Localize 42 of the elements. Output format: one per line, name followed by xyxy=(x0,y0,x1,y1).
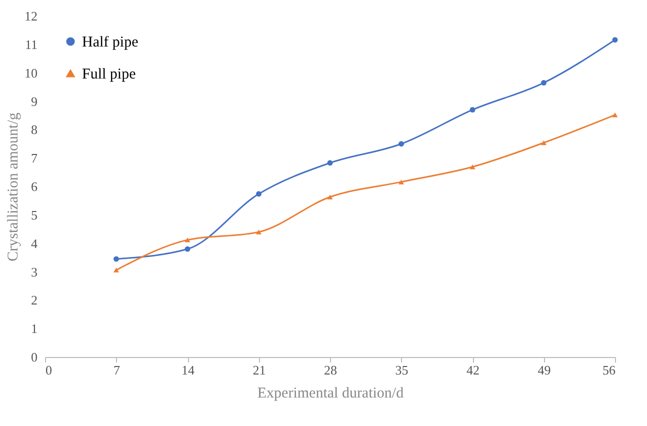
y-tick-label: 3 xyxy=(31,264,38,280)
x-tick-label: 21 xyxy=(252,362,266,378)
y-tick-label: 9 xyxy=(31,94,38,109)
point xyxy=(612,37,618,43)
legend-label: Half pipe xyxy=(82,34,139,50)
point xyxy=(398,141,404,147)
y-tick-label: 4 xyxy=(31,236,38,251)
y-tick-label: 5 xyxy=(31,207,38,222)
point xyxy=(541,80,546,86)
x-axis-title: Experimental duration/d xyxy=(257,386,404,402)
x-tick-label: 35 xyxy=(395,362,408,378)
x-tick-label: 0 xyxy=(46,362,52,378)
y-tick-label: 12 xyxy=(24,8,38,24)
point xyxy=(541,140,546,146)
y-tick-label: 1 xyxy=(31,321,38,336)
point xyxy=(184,246,190,252)
point xyxy=(612,112,618,118)
point xyxy=(256,230,262,234)
point xyxy=(470,164,476,170)
x-tick-label: 49 xyxy=(538,362,551,378)
y-tick-label: 10 xyxy=(24,65,38,80)
point xyxy=(327,160,333,166)
y-axis-title: Crystallization amount/g xyxy=(6,112,22,262)
y-tick-label: 7 xyxy=(31,150,38,166)
legend-label: Full pipe xyxy=(82,66,136,82)
x-tick-label: 28 xyxy=(324,362,337,378)
y-tick-label: 8 xyxy=(31,122,38,138)
point xyxy=(398,180,404,184)
x-tick-label: 42 xyxy=(466,362,480,378)
x-tick-label: 14 xyxy=(182,362,195,378)
y-tick-label: 2 xyxy=(31,292,38,308)
point xyxy=(114,268,119,272)
point xyxy=(470,107,476,113)
x-tick-label: 56 xyxy=(602,362,616,378)
y-tick-label: 6 xyxy=(31,179,38,194)
point xyxy=(184,238,190,242)
point xyxy=(114,256,119,262)
point xyxy=(256,191,262,197)
y-tick-label: 0 xyxy=(31,350,38,364)
point xyxy=(327,194,333,200)
x-tick-label: 7 xyxy=(114,362,120,378)
y-tick-label: 11 xyxy=(24,36,38,52)
